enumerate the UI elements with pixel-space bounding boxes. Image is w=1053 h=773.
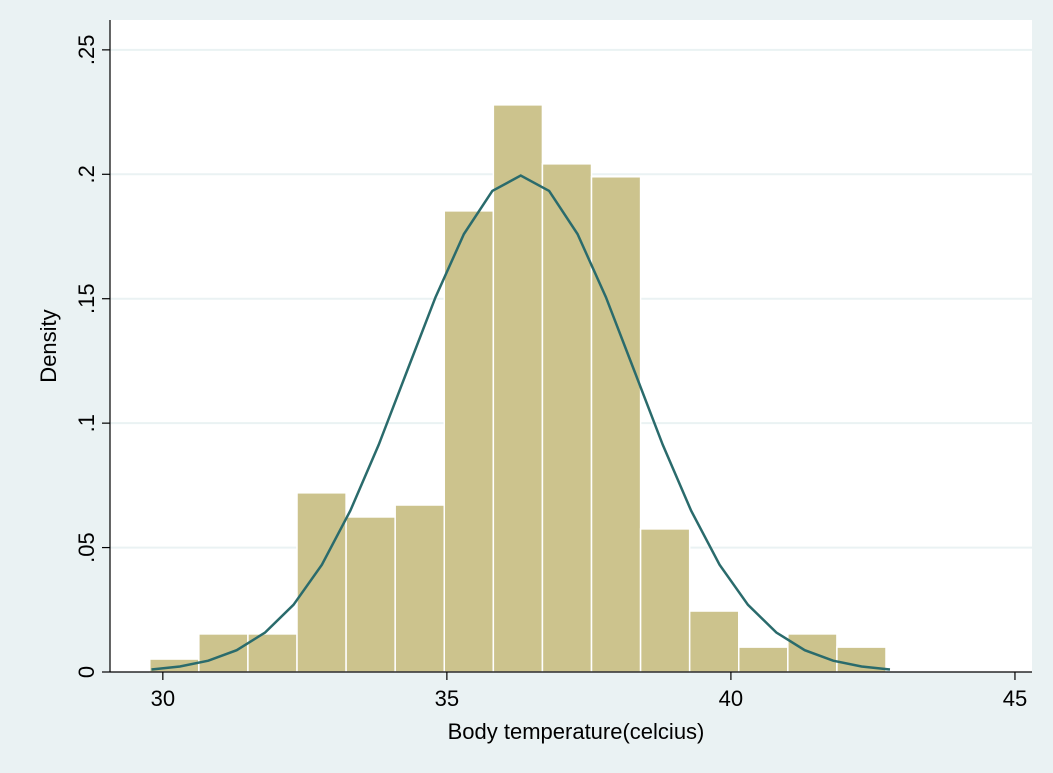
y-tick-label: .15 [74, 283, 99, 314]
bar [639, 528, 691, 673]
bar [443, 210, 495, 673]
x-axis-label: Body temperature(celcius) [448, 719, 705, 744]
bar [738, 646, 789, 673]
bar [541, 163, 593, 673]
y-tick-label: .25 [74, 35, 99, 66]
y-tick-label: 0 [74, 666, 99, 678]
x-tick-label: 40 [719, 686, 743, 711]
density-curve [151, 174, 891, 671]
x-tick-label: 35 [435, 686, 459, 711]
x-tick-label: 45 [1003, 686, 1027, 711]
y-tick-label: .2 [74, 165, 99, 183]
bar [345, 516, 396, 673]
bar [590, 176, 642, 673]
bar [394, 504, 446, 673]
x-tick-label: 30 [151, 686, 175, 711]
y-tick-label: .05 [74, 532, 99, 563]
bar [296, 492, 347, 673]
bar [198, 633, 249, 673]
y-tick-label: .1 [74, 414, 99, 432]
bar [492, 104, 544, 673]
bar [688, 610, 740, 673]
y-axis-label: Density [36, 309, 61, 382]
